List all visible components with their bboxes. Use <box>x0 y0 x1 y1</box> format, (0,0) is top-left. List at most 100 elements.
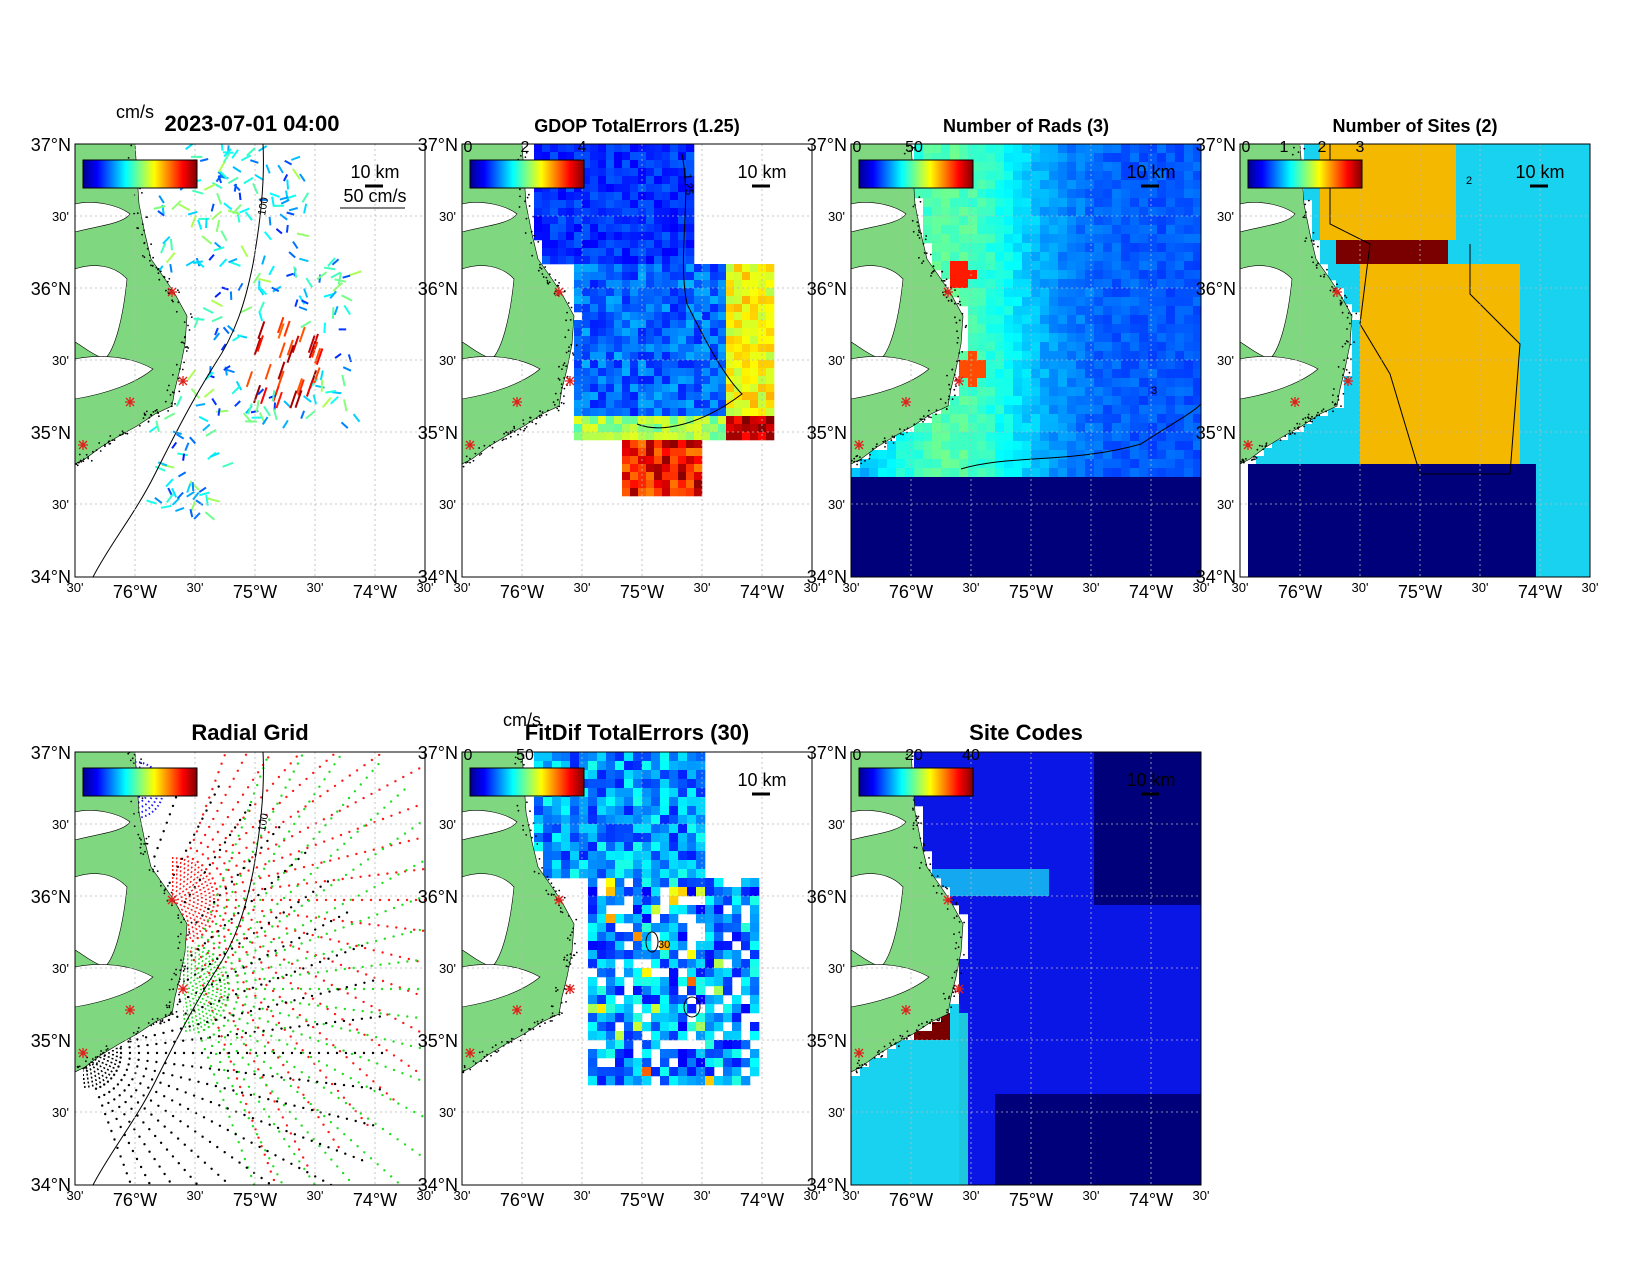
data-cell <box>932 243 941 252</box>
data-cell <box>932 522 941 531</box>
data-cell <box>1440 208 1448 216</box>
data-cell <box>718 272 726 280</box>
data-cell <box>1139 360 1148 369</box>
data-cell <box>1344 280 1352 288</box>
data-cell <box>1464 160 1472 168</box>
data-cell <box>670 152 678 160</box>
data-cell <box>1058 504 1067 513</box>
coast-dot <box>91 460 93 462</box>
data-cell <box>1184 432 1193 441</box>
data-cell <box>1568 368 1576 376</box>
data-cell <box>1472 168 1480 176</box>
data-cell <box>1408 216 1416 224</box>
data-cell <box>646 224 654 232</box>
data-cell <box>1352 464 1360 472</box>
data-cell <box>702 424 710 432</box>
data-cell <box>1496 296 1504 304</box>
data-cell <box>1584 408 1592 416</box>
coast-dot <box>167 410 169 412</box>
coast-dot <box>512 430 514 432</box>
data-cell <box>1464 304 1472 312</box>
data-cell <box>590 160 598 168</box>
data-cell <box>1560 424 1568 432</box>
data-cell <box>1040 477 1049 486</box>
data-cell <box>977 198 986 207</box>
data-cell <box>622 272 630 280</box>
data-cell <box>1528 320 1536 328</box>
data-cell <box>1528 312 1536 320</box>
data-cell <box>1076 513 1085 522</box>
data-cell <box>1112 477 1121 486</box>
data-cell <box>950 513 959 522</box>
data-cell <box>614 368 622 376</box>
data-cell <box>1424 424 1432 432</box>
data-cell <box>1067 441 1076 450</box>
data-cell <box>1049 414 1058 423</box>
data-cell <box>1166 189 1175 198</box>
data-cell <box>1139 198 1148 207</box>
data-cell <box>1360 392 1368 400</box>
data-cell <box>694 456 702 464</box>
data-cell <box>654 416 662 424</box>
data-cell <box>1504 312 1512 320</box>
data-cell <box>1004 567 1013 576</box>
data-cell <box>1384 256 1392 264</box>
data-cell <box>654 296 662 304</box>
data-cell <box>905 441 914 450</box>
data-cell <box>1376 264 1384 272</box>
data-cell <box>1424 312 1432 320</box>
data-cell <box>710 432 718 440</box>
data-cell <box>1384 416 1392 424</box>
data-cell <box>1448 416 1456 424</box>
data-cell <box>1560 232 1568 240</box>
data-cell <box>1424 408 1432 416</box>
data-cell <box>1528 264 1536 272</box>
data-cell <box>1184 504 1193 513</box>
coast-dot <box>563 364 565 366</box>
data-cell <box>1584 376 1592 384</box>
data-cell <box>1512 144 1520 152</box>
coast-dot <box>170 394 172 396</box>
data-cell <box>1031 486 1040 495</box>
data-cell <box>614 312 622 320</box>
data-cell <box>1408 304 1416 312</box>
data-cell <box>1504 368 1512 376</box>
data-cell <box>941 216 950 225</box>
data-cell <box>1496 376 1504 384</box>
data-cell <box>1085 432 1094 441</box>
data-cell <box>574 416 582 424</box>
data-cell <box>968 513 977 522</box>
data-cell <box>995 387 1004 396</box>
data-cell <box>1568 400 1576 408</box>
data-cell <box>1400 504 1408 512</box>
data-cell <box>1360 336 1368 344</box>
data-cell <box>995 144 1004 153</box>
data-cell <box>1175 486 1184 495</box>
data-cell <box>1157 558 1166 567</box>
data-cell <box>1568 152 1576 160</box>
data-cell <box>582 328 590 336</box>
data-cell <box>1408 264 1416 272</box>
data-cell <box>1560 344 1568 352</box>
data-cell <box>995 288 1004 297</box>
data-cell <box>1103 144 1112 153</box>
coast-dot <box>475 453 477 455</box>
data-cell <box>1464 376 1472 384</box>
data-cell <box>670 376 678 384</box>
data-cell <box>1336 144 1344 152</box>
data-cell <box>1085 171 1094 180</box>
data-cell <box>1085 315 1094 324</box>
data-cell <box>1067 378 1076 387</box>
data-cell <box>630 272 638 280</box>
data-cell <box>582 288 590 296</box>
data-cell <box>1360 456 1368 464</box>
data-cell <box>1022 216 1031 225</box>
data-cell <box>1031 270 1040 279</box>
data-cell <box>1121 243 1130 252</box>
coast-dot <box>527 197 529 199</box>
data-cell <box>1584 328 1592 336</box>
data-cell <box>1175 315 1184 324</box>
coast-dot <box>143 242 145 244</box>
data-cell <box>1139 477 1148 486</box>
data-cell <box>670 440 678 448</box>
